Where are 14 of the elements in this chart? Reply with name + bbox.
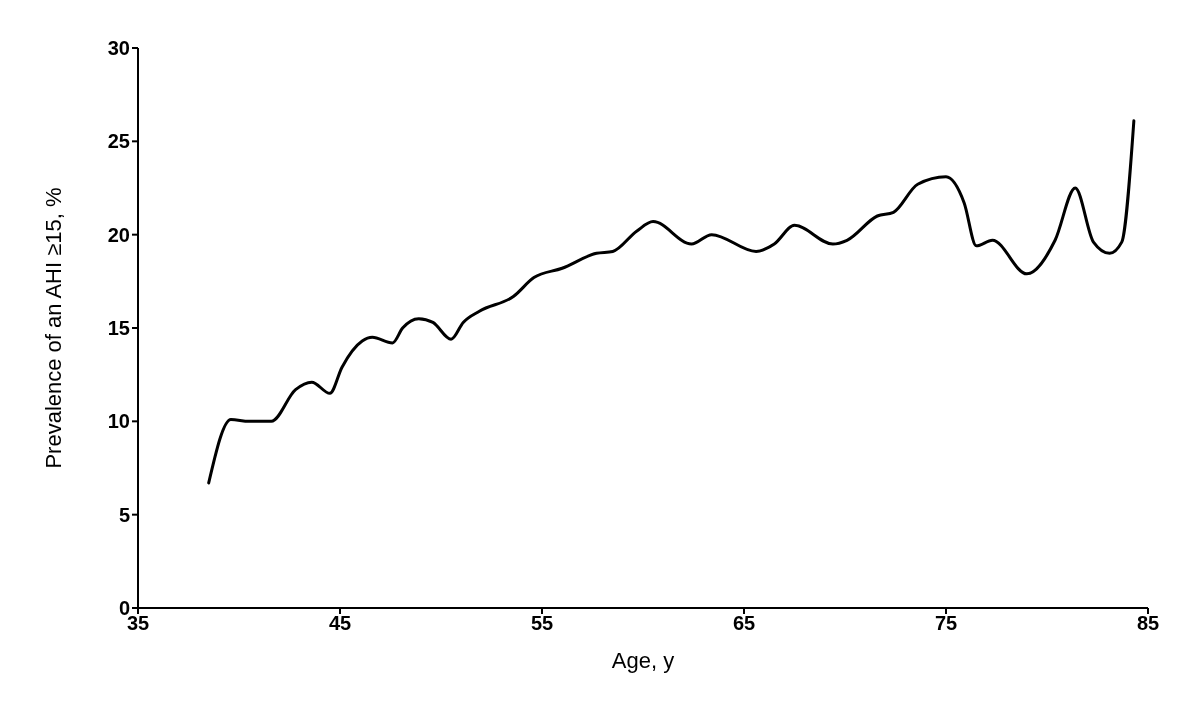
y-tick-label: 5 xyxy=(118,503,130,526)
x-tick-label: 85 xyxy=(1136,612,1160,635)
x-axis-title: Age, y xyxy=(611,648,675,673)
x-tick-label: 65 xyxy=(732,612,756,635)
x-tick-label: 55 xyxy=(530,612,554,635)
y-tick-label: 20 xyxy=(107,223,130,246)
x-tick-label: 45 xyxy=(328,612,352,635)
y-axis-title: Prevalence of an AHI ≥15, % xyxy=(40,187,66,469)
line-series xyxy=(207,119,1136,485)
x-tick-label: 75 xyxy=(934,612,958,635)
y-tick-label: 30 xyxy=(107,37,130,60)
y-tick-label: 10 xyxy=(107,410,130,433)
y-tick-label: 15 xyxy=(107,317,130,340)
y-tick-label: 25 xyxy=(107,130,130,153)
